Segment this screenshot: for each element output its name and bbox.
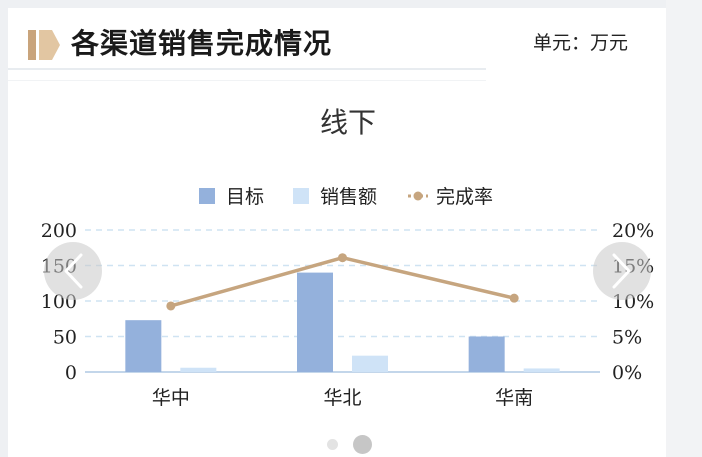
chevron-right-icon xyxy=(612,253,631,289)
page-title: 各渠道销售完成情况 xyxy=(71,27,333,60)
page-edge xyxy=(666,0,702,457)
y-right-tick-label-0: 0% xyxy=(612,362,642,384)
bar-sales-2 xyxy=(352,355,388,372)
x-tick-label-2: 华北 xyxy=(323,387,361,409)
carousel-pagination xyxy=(325,434,385,454)
header-divider xyxy=(8,68,486,70)
y-left-tick-label-4: 200 xyxy=(41,220,77,242)
chart-card: 各渠道销售完成情况 单元：万元 xyxy=(8,8,666,457)
carousel-dot-1[interactable] xyxy=(327,439,338,450)
carousel-dot-2-active[interactable] xyxy=(353,435,372,454)
bar-target-3 xyxy=(468,336,505,372)
header-divider-secondary xyxy=(8,80,486,81)
y-left-tick-label-1: 50 xyxy=(53,327,77,349)
y-right-tick-label-1: 5% xyxy=(612,327,642,349)
legend-swatch-1 xyxy=(199,188,215,204)
legend-marker-3 xyxy=(413,191,423,201)
completion-rate-point-1 xyxy=(166,301,176,311)
completion-rate-point-2 xyxy=(338,253,347,263)
bar-target-2 xyxy=(297,272,333,372)
x-tick-label-1: 华中 xyxy=(152,387,190,409)
card-header: 各渠道销售完成情况 单元：万元 xyxy=(8,8,666,81)
next-slide-button[interactable] xyxy=(593,242,651,300)
legend-label-1: 目标 xyxy=(226,186,264,208)
bookmark-logo-icon xyxy=(28,30,60,60)
completion-rate-point-3 xyxy=(509,293,519,303)
y-right-tick-label-4: 20% xyxy=(612,220,654,242)
y-left-tick-label-0: 0 xyxy=(65,362,77,384)
legend-label-3: 完成率 xyxy=(436,186,493,208)
legend-label-2: 销售额 xyxy=(320,186,377,208)
chart-title: 线下 xyxy=(320,106,376,139)
chevron-left-icon xyxy=(64,253,83,289)
unit-label: 单元：万元 xyxy=(532,32,628,54)
prev-slide-button[interactable] xyxy=(44,242,102,300)
bar-sales-3 xyxy=(523,368,560,372)
bar-target-1 xyxy=(125,320,162,372)
bar-sales-1 xyxy=(180,367,217,372)
legend-swatch-2 xyxy=(293,188,309,204)
x-tick-label-3: 华南 xyxy=(495,387,533,409)
